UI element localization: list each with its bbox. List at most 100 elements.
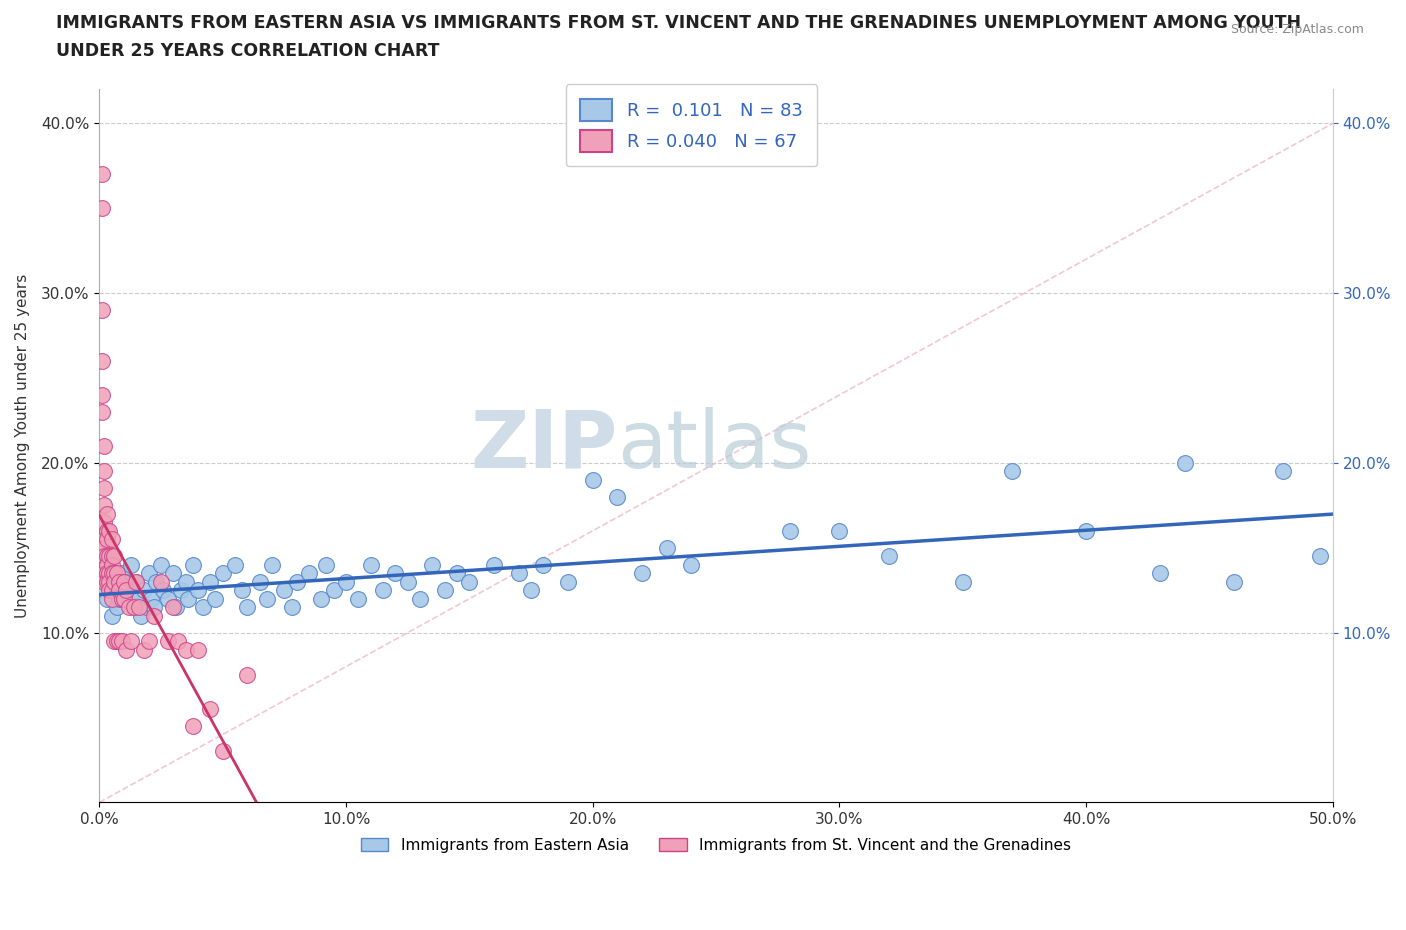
Point: [236, 600, 259, 615]
Point: [167, 633, 190, 648]
Point: [655, 540, 678, 555]
Point: [96, 557, 118, 572]
Point: [120, 557, 142, 572]
Point: [165, 600, 187, 615]
Point: [110, 633, 132, 648]
Point: [273, 583, 295, 598]
Point: [100, 532, 122, 547]
Point: [122, 600, 145, 615]
Point: [98, 549, 121, 564]
Text: UNDER 25 YEARS CORRELATION CHART: UNDER 25 YEARS CORRELATION CHART: [56, 42, 440, 60]
Point: [681, 557, 703, 572]
Point: [335, 574, 357, 589]
Point: [1174, 456, 1197, 471]
Point: [1001, 464, 1024, 479]
Point: [150, 574, 173, 589]
Point: [108, 591, 131, 606]
Point: [174, 643, 197, 658]
Point: [1074, 524, 1097, 538]
Text: Source: ZipAtlas.com: Source: ZipAtlas.com: [1230, 23, 1364, 36]
Point: [170, 583, 193, 598]
Point: [96, 524, 118, 538]
Point: [1272, 464, 1295, 479]
Point: [138, 633, 160, 648]
Point: [120, 633, 142, 648]
Point: [877, 549, 900, 564]
Point: [1309, 549, 1331, 564]
Point: [125, 583, 148, 598]
Point: [177, 591, 200, 606]
Point: [90, 388, 112, 403]
Point: [96, 532, 118, 547]
Point: [952, 574, 974, 589]
Point: [115, 574, 138, 589]
Point: [779, 524, 801, 538]
Point: [112, 591, 135, 606]
Point: [285, 574, 308, 589]
Point: [112, 574, 135, 589]
Point: [828, 524, 851, 538]
Point: [93, 464, 115, 479]
Point: [145, 574, 167, 589]
Point: [93, 574, 115, 589]
Point: [236, 668, 259, 683]
Point: [105, 565, 128, 580]
Point: [98, 583, 121, 598]
Point: [135, 600, 157, 615]
Point: [90, 201, 112, 216]
Point: [100, 565, 122, 580]
Point: [231, 583, 253, 598]
Point: [200, 701, 222, 716]
Point: [582, 472, 605, 487]
Point: [100, 591, 122, 606]
Point: [118, 600, 141, 615]
Point: [100, 565, 122, 580]
Point: [132, 643, 155, 658]
Point: [108, 574, 131, 589]
Point: [347, 591, 370, 606]
Point: [132, 583, 155, 598]
Point: [129, 608, 152, 623]
Point: [249, 574, 271, 589]
Point: [157, 633, 180, 648]
Point: [96, 574, 118, 589]
Point: [100, 549, 122, 564]
Point: [1223, 574, 1246, 589]
Point: [105, 600, 128, 615]
Point: [90, 302, 112, 317]
Point: [93, 565, 115, 580]
Point: [482, 557, 505, 572]
Point: [110, 591, 132, 606]
Point: [93, 540, 115, 555]
Legend: Immigrants from Eastern Asia, Immigrants from St. Vincent and the Grenadines: Immigrants from Eastern Asia, Immigrants…: [354, 831, 1077, 859]
Point: [93, 481, 115, 496]
Point: [98, 524, 121, 538]
Point: [260, 557, 283, 572]
Point: [139, 591, 162, 606]
Point: [103, 574, 125, 589]
Point: [446, 565, 468, 580]
Text: IMMIGRANTS FROM EASTERN ASIA VS IMMIGRANTS FROM ST. VINCENT AND THE GRENADINES U: IMMIGRANTS FROM EASTERN ASIA VS IMMIGRAN…: [56, 14, 1302, 32]
Point: [631, 565, 654, 580]
Point: [105, 583, 128, 598]
Point: [96, 591, 118, 606]
Point: [122, 600, 145, 615]
Point: [224, 557, 246, 572]
Point: [96, 565, 118, 580]
Point: [93, 583, 115, 598]
Point: [162, 600, 184, 615]
Point: [298, 565, 321, 580]
Point: [103, 574, 125, 589]
Point: [211, 565, 233, 580]
Point: [162, 565, 184, 580]
Point: [93, 498, 115, 512]
Point: [100, 557, 122, 572]
Point: [181, 557, 204, 572]
Point: [90, 353, 112, 368]
Point: [187, 583, 209, 598]
Point: [96, 549, 118, 564]
Point: [108, 633, 131, 648]
Point: [142, 600, 165, 615]
Point: [409, 591, 432, 606]
Point: [103, 565, 125, 580]
